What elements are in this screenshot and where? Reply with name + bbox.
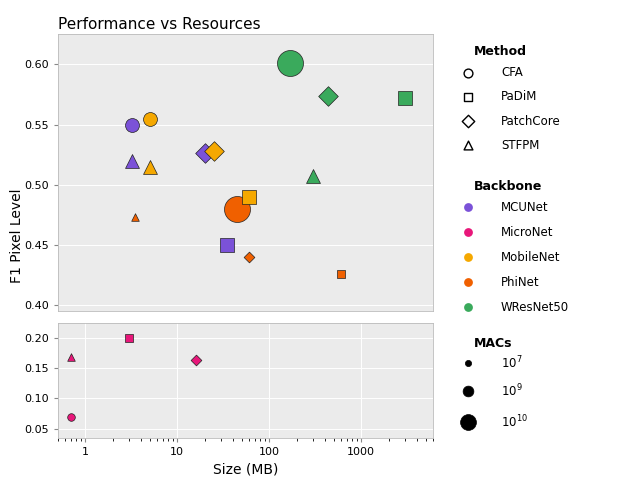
Point (127, 121, 137, 128)
Point (244, 253, 254, 261)
Point (244, 193, 254, 201)
X-axis label: Size (MB): Size (MB) (212, 462, 278, 476)
Text: MACs: MACs (474, 337, 512, 350)
Text: $10^7$: $10^7$ (501, 355, 522, 371)
Text: WResNet50: WResNet50 (501, 301, 569, 314)
Point (308, 172, 318, 180)
Text: PatchCore: PatchCore (501, 115, 561, 128)
Text: PhiNet: PhiNet (501, 276, 540, 289)
Point (209, 147, 219, 155)
Point (145, 163, 155, 171)
Point (127, 157, 137, 165)
Point (400, 94, 410, 102)
Point (285, 60, 296, 67)
Text: F1 Pixel Level: F1 Pixel Level (10, 189, 24, 283)
Point (66, 353, 76, 361)
Text: $10^9$: $10^9$ (501, 383, 523, 400)
Text: Method: Method (474, 44, 527, 58)
Point (130, 213, 140, 221)
Text: PaDiM: PaDiM (501, 91, 538, 103)
Point (232, 205, 243, 213)
Point (222, 241, 232, 249)
Point (66, 413, 76, 421)
Point (145, 115, 155, 123)
Point (200, 150, 210, 157)
Text: Backbone: Backbone (474, 180, 542, 193)
Text: STFPM: STFPM (501, 139, 540, 152)
Point (191, 356, 201, 364)
Point (336, 270, 346, 277)
Text: MCUNet: MCUNet (501, 201, 548, 214)
Text: MobileNet: MobileNet (501, 250, 561, 264)
Text: MicroNet: MicroNet (501, 226, 554, 239)
Text: $10^{10}$: $10^{10}$ (501, 413, 528, 430)
Point (124, 334, 134, 342)
Text: Performance vs Resources: Performance vs Resources (58, 17, 260, 32)
Text: CFA: CFA (501, 66, 523, 79)
Point (323, 92, 333, 100)
